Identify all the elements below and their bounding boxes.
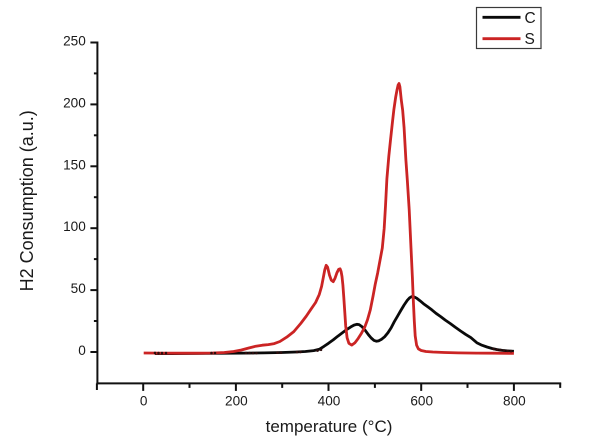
- svg-text:H2 Consumption (a.u.): H2 Consumption (a.u.): [17, 110, 37, 291]
- svg-text:200: 200: [63, 95, 86, 110]
- svg-text:50: 50: [71, 281, 87, 296]
- svg-text:0: 0: [78, 343, 86, 358]
- svg-text:C: C: [525, 10, 536, 27]
- svg-text:0: 0: [140, 394, 148, 409]
- svg-text:150: 150: [63, 157, 86, 172]
- svg-text:S: S: [525, 31, 535, 48]
- svg-text:800: 800: [503, 394, 526, 409]
- svg-text:400: 400: [318, 394, 341, 409]
- svg-text:600: 600: [410, 394, 433, 409]
- svg-text:200: 200: [225, 394, 248, 409]
- svg-text:temperature (°C): temperature (°C): [266, 417, 393, 436]
- svg-text:100: 100: [63, 219, 86, 234]
- svg-text:250: 250: [63, 34, 86, 49]
